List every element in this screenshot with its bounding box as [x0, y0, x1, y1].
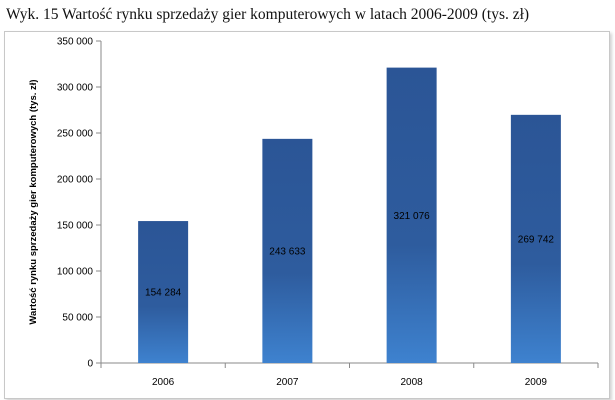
bar-2009: [510, 114, 561, 363]
chart-caption: Wyk. 15 Wartość rynku sprzedaży gier kom…: [6, 6, 530, 23]
data-label-2007: 243 633: [269, 246, 306, 257]
bar-2006: [138, 221, 189, 363]
y-axis-label: Wartość rynku sprzedaży gier komputerowy…: [28, 79, 39, 324]
x-tick-label-2006: 2006: [152, 377, 175, 388]
bar-chart: 0 50 000 100 000 150 000 200 000 250 000 300 0…: [28, 37, 599, 389]
chart-frame: 0 50 000 100 000 150 000 200 000 250 000 300 0…: [4, 31, 610, 399]
data-label-2009: 269 742: [518, 234, 555, 245]
x-tick-label-2007: 2007: [276, 377, 299, 388]
x-tick-label-2009: 2009: [525, 377, 548, 388]
bars: [138, 67, 561, 363]
y-tick-label: 350 000: [57, 37, 94, 48]
x-tick-label-2008: 2008: [401, 377, 424, 388]
y-tick-label: 50 000: [62, 313, 93, 324]
y-tick-label: 250 000: [57, 129, 94, 140]
data-label-2008: 321 076: [394, 211, 431, 222]
labels: 0 50 000 100 000 150 000 200 000 250 000 300 0…: [57, 37, 555, 389]
y-tick-label: 100 000: [57, 267, 94, 278]
y-tick-label: 150 000: [57, 221, 94, 232]
y-tick-label: 300 000: [57, 83, 94, 94]
data-label-2006: 154 284: [145, 288, 182, 299]
bar-2008: [386, 67, 437, 363]
y-tick-label: 200 000: [57, 175, 94, 186]
bar-2007: [262, 138, 313, 363]
y-tick-label: 0: [87, 359, 93, 370]
